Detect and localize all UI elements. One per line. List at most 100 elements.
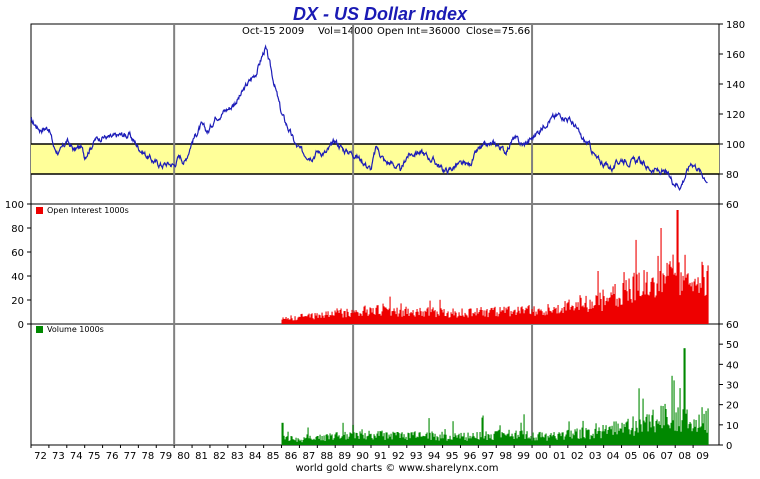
oi-bar xyxy=(354,311,355,325)
oi-bar xyxy=(491,308,492,324)
volume-bar xyxy=(546,434,547,446)
oi-bar xyxy=(583,306,584,325)
oi-bar xyxy=(531,314,532,324)
volume-bar xyxy=(291,436,292,445)
info-volume: Vol=14000 xyxy=(318,26,373,37)
oi-bar xyxy=(331,315,332,324)
volume-bar xyxy=(324,436,325,446)
oi-bar xyxy=(706,295,707,324)
oi-bar xyxy=(347,309,348,324)
volume-bar xyxy=(700,427,701,445)
volume-bar xyxy=(422,437,423,445)
oi-bar xyxy=(284,319,285,324)
year-tick-label: 07 xyxy=(660,451,673,462)
oi-bar xyxy=(554,307,555,324)
volume-bar xyxy=(429,418,430,445)
year-tick-label: 77 xyxy=(124,451,137,462)
volume-bar xyxy=(318,436,319,445)
oi-bar xyxy=(547,315,548,324)
oi-bar xyxy=(317,313,318,324)
volume-bar xyxy=(676,412,677,445)
oi-bar xyxy=(376,308,377,324)
volume-bar xyxy=(679,426,680,445)
volume-bar xyxy=(311,439,312,445)
oi-bar xyxy=(696,286,697,324)
oi-bar xyxy=(595,305,596,324)
volume-bar xyxy=(618,424,619,445)
oi-bar xyxy=(553,310,554,324)
plot-frame xyxy=(31,24,719,445)
oi-bar xyxy=(434,311,435,324)
oi-bar xyxy=(384,306,385,324)
oi-bar xyxy=(576,302,577,324)
oi-bar xyxy=(687,274,688,324)
oi-bar xyxy=(440,300,441,324)
volume-bar xyxy=(583,421,584,445)
volume-bar xyxy=(610,426,611,445)
oi-bar xyxy=(564,307,565,324)
oi-bar xyxy=(404,316,405,324)
volume-bar xyxy=(514,439,515,445)
volume-bar xyxy=(486,431,487,445)
oi-bar xyxy=(333,315,334,324)
oi-bar xyxy=(697,284,698,324)
volume-bar xyxy=(599,427,600,445)
oi-bar xyxy=(429,316,430,324)
oi-bar xyxy=(508,307,509,324)
oi-bar xyxy=(472,316,473,324)
volume-bar xyxy=(302,442,303,445)
volume-bar xyxy=(498,431,499,445)
volume-bar xyxy=(580,430,581,445)
volume-bar xyxy=(703,423,704,445)
oi-bar xyxy=(287,319,288,324)
volume-bar xyxy=(555,436,556,445)
oi-bar xyxy=(620,299,621,325)
oi-bar xyxy=(476,315,477,324)
volume-bar xyxy=(449,439,450,445)
volume-bar xyxy=(369,431,370,445)
volume-bar xyxy=(484,439,485,446)
oi-bar xyxy=(352,310,353,324)
volume-bar xyxy=(690,422,691,445)
oi-bar xyxy=(686,278,687,324)
oi-bar xyxy=(702,262,703,324)
oi-bar xyxy=(512,314,513,324)
oi-bar xyxy=(638,291,639,324)
oi-tick-label: 100 xyxy=(5,200,24,211)
volume-bar xyxy=(597,434,598,445)
volume-bar xyxy=(411,433,412,446)
volume-bar xyxy=(466,437,467,445)
volume-bar xyxy=(648,431,649,445)
oi-bar xyxy=(355,312,356,324)
oi-bar xyxy=(549,308,550,324)
volume-bar xyxy=(322,436,323,445)
oi-bar xyxy=(470,309,471,325)
volume-bar xyxy=(520,431,521,445)
oi-bar xyxy=(363,311,364,324)
volume-bar xyxy=(646,417,647,445)
oi-bar xyxy=(311,314,312,324)
volume-bar xyxy=(632,428,633,445)
volume-bar xyxy=(287,436,288,445)
volume-bar xyxy=(697,432,698,445)
oi-bar xyxy=(283,317,284,324)
volume-bar xyxy=(297,442,298,445)
oi-bar xyxy=(517,312,518,324)
volume-bar xyxy=(608,430,609,445)
oi-bar xyxy=(396,314,397,324)
year-tick-label: 98 xyxy=(499,451,512,462)
volume-bar xyxy=(673,420,674,445)
oi-bar xyxy=(662,292,663,324)
volume-bar xyxy=(413,435,414,445)
oi-bar xyxy=(448,311,449,324)
volume-bar xyxy=(572,439,573,446)
oi-bar xyxy=(492,308,493,324)
oi-bar xyxy=(708,265,709,324)
volume-bar xyxy=(541,437,542,445)
volume-bar xyxy=(537,440,538,445)
oi-bar xyxy=(627,291,628,324)
volume-bar xyxy=(627,422,628,446)
oi-bar xyxy=(328,311,329,324)
volume-tick-label: 60 xyxy=(726,320,739,331)
volume-bar xyxy=(692,431,693,445)
